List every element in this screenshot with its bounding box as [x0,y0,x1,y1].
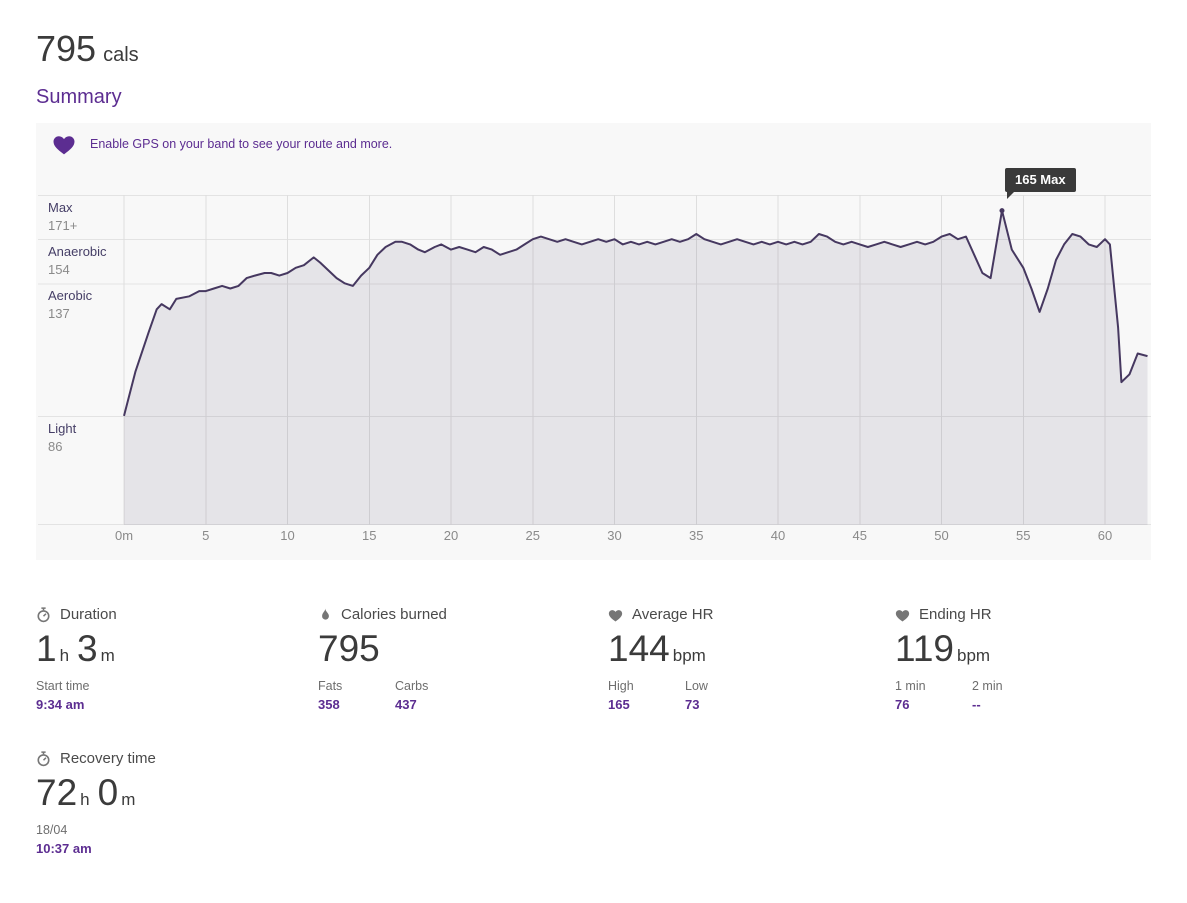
average-hr-unit: bpm [672,646,706,665]
stat-value: 144 bpm [608,628,870,670]
heart-rate-chart[interactable] [36,195,1151,525]
duration-minutes-unit: m [100,646,115,665]
x-axis-tick: 55 [1016,528,1031,543]
stat-label: Average HR [632,606,714,623]
stat-value: 72 h 0 m [36,772,298,814]
chart-tooltip-label: 165 Max [1014,172,1066,187]
ending-hr-value: 119 [895,628,954,669]
recovery-hours-unit: h [80,790,90,809]
stopwatch-icon [37,750,50,766]
recovery-date-sub: 18/04 10:37 am [36,823,92,856]
heart-icon [895,609,910,622]
summary-section-title: Summary [36,86,122,108]
high-hr-sub: High 165 [608,679,634,712]
chart-tooltip: 165 Max [1004,168,1076,199]
x-axis-tick: 20 [443,528,459,543]
zone-label-light: Light 86 [48,420,77,454]
stat-calories-burned: Calories burned 795 Fats 358 Carbs 437 [318,606,580,712]
stat-label: Ending HR [919,606,992,623]
x-axis-tick: 10 [280,528,295,543]
stat-label: Recovery time [60,750,156,767]
summary-card: Enable GPS on your band to see your rout… [36,123,1151,560]
duration-minutes: 3 [77,628,98,669]
x-axis-tick: 0m [114,528,134,543]
zone-label-aerobic: Aerobic 137 [48,288,93,322]
x-axis-tick: 15 [362,528,377,543]
stat-ending-hr: Ending HR 119 bpm 1 min 76 2 min -- [895,606,1157,712]
stat-label: Calories burned [341,606,447,623]
peak-marker-dot [999,208,1005,214]
x-axis-tick: 45 [852,528,867,543]
ending-hr-unit: bpm [957,646,991,665]
x-axis-tick: 40 [770,528,786,543]
two-min-sub: 2 min -- [972,679,1003,712]
flame-icon [322,608,329,620]
x-axis-tick: 60 [1097,528,1113,543]
x-axis-tick: 50 [934,528,949,543]
average-hr-value: 144 [608,628,670,669]
x-axis-tick: 35 [689,528,704,543]
start-time-sub: Start time 9:34 am [36,679,90,712]
duration-hours-unit: h [59,646,70,665]
carbs-sub: Carbs 437 [395,679,429,712]
recovery-minutes-unit: m [121,790,136,809]
recovery-minutes: 0 [97,772,119,813]
x-axis-tick: 25 [525,528,540,543]
recovery-hours: 72 [36,772,78,813]
zone-label-anaerobic: Anaerobic 154 [48,244,107,278]
x-axis-tick: 30 [607,528,622,543]
stat-recovery-time: Recovery time 72 h 0 m 18/04 10:37 am [36,750,298,856]
calories-value: 795 [318,628,380,669]
one-min-sub: 1 min 76 [895,679,926,712]
heart-icon [608,609,623,622]
total-calories-value: 795 [36,28,97,69]
total-calories-header: 795 cals [36,28,139,70]
total-calories-unit: cals [103,44,139,66]
stat-average-hr: Average HR 144 bpm High 165 Low 73 [608,606,870,712]
zone-label-max: Max 171+ [48,200,78,233]
stat-value: 795 [318,628,580,670]
gps-banner: Enable GPS on your band to see your rout… [52,133,392,155]
stat-value: 119 bpm [895,628,1157,670]
fats-sub: Fats 358 [318,679,343,712]
x-axis-tick: 5 [202,528,210,543]
stopwatch-icon [37,606,50,622]
duration-hours: 1 [36,628,57,669]
low-hr-sub: Low 73 [685,679,708,712]
heart-icon [53,136,75,155]
gps-banner-message: Enable GPS on your band to see your rout… [90,137,393,151]
stat-label: Duration [60,606,117,623]
